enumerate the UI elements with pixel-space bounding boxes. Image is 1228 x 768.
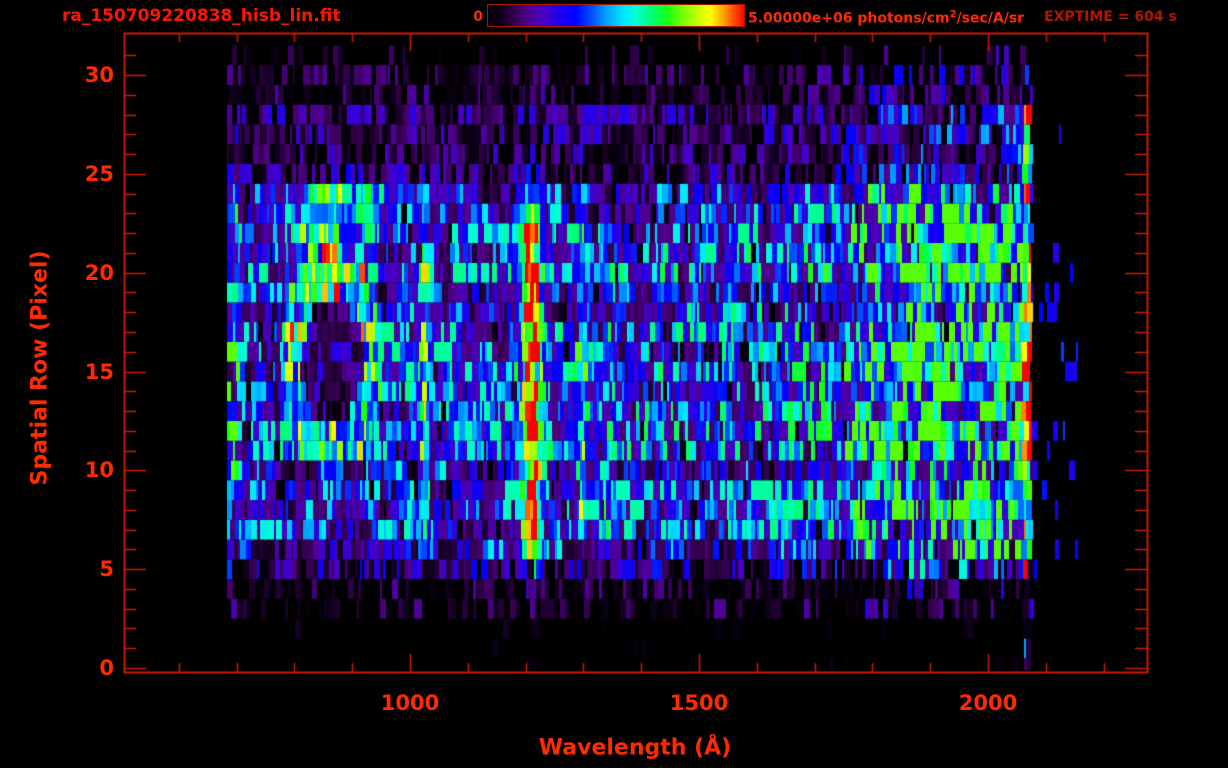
flux-units-suffix: /sec/A/sr bbox=[956, 10, 1025, 27]
colorbar-min-label: 0 bbox=[473, 9, 483, 25]
y-tick-label: 0 bbox=[99, 656, 114, 680]
x-tick-label: 2000 bbox=[958, 691, 1018, 715]
y-tick-label: 5 bbox=[99, 557, 114, 582]
y-tick-label: 15 bbox=[84, 359, 114, 384]
colorbar-max-label: 5.00000e+06 photons/cm2/sec/A/sr bbox=[748, 9, 1024, 27]
exposure-time-label: EXPTIME = 604 s bbox=[1044, 9, 1177, 25]
colorbar-gradient bbox=[487, 4, 745, 27]
y-tick-label: 20 bbox=[84, 260, 114, 285]
y-tick-label: 10 bbox=[84, 458, 114, 483]
y-tick-label: 30 bbox=[84, 63, 114, 88]
y-tick-label: 25 bbox=[84, 161, 114, 186]
flux-units-prefix: 5.00000e+06 photons/cm bbox=[748, 10, 950, 27]
y-axis-title: Spatial Row (Pixel) bbox=[27, 250, 53, 486]
flux-units-superscript: 2 bbox=[949, 9, 957, 20]
x-axis-title: Wavelength (Å) bbox=[538, 735, 732, 761]
x-tick-label: 1500 bbox=[669, 691, 729, 715]
x-tick-label: 1000 bbox=[380, 691, 440, 715]
file-title: ra_150709220838_hisb_lin.fit bbox=[62, 6, 341, 26]
